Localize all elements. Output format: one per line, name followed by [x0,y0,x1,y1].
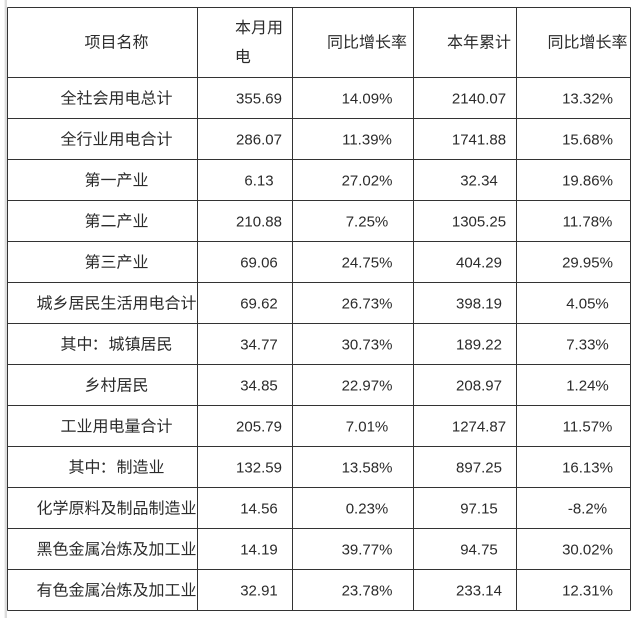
svg-text:24.75%: 24.75% [342,255,393,272]
svg-text:208.97: 208.97 [456,378,502,395]
svg-text:1741.88: 1741.88 [452,132,506,149]
svg-text:30.02%: 30.02% [562,542,613,559]
svg-text:13.32%: 13.32% [562,91,613,108]
svg-text:32.34: 32.34 [460,173,498,190]
svg-text:94.75: 94.75 [460,542,498,559]
svg-text:6.13: 6.13 [244,173,273,190]
svg-text:11.78%: 11.78% [563,214,613,231]
svg-text:398.19: 398.19 [456,296,502,313]
svg-text:69.06: 69.06 [240,255,278,272]
svg-text:189.22: 189.22 [456,337,502,354]
svg-text:0.23%: 0.23% [346,501,389,518]
svg-text:286.07: 286.07 [236,132,282,149]
svg-text:-8.2%: -8.2% [568,501,607,518]
svg-text:1305.25: 1305.25 [452,214,506,231]
svg-text:26.73%: 26.73% [342,296,393,313]
svg-text:11.39%: 11.39% [342,132,392,149]
svg-text:39.77%: 39.77% [342,542,393,559]
svg-text:210.88: 210.88 [236,214,282,231]
svg-text:14.19: 14.19 [240,542,278,559]
svg-text:12.31%: 12.31% [562,583,613,600]
svg-text:22.97%: 22.97% [342,378,393,395]
svg-text:69.62: 69.62 [240,296,278,313]
svg-text:355.69: 355.69 [236,91,282,108]
svg-text:132.59: 132.59 [236,460,282,477]
svg-text:34.77: 34.77 [240,337,278,354]
svg-text:7.01%: 7.01% [346,419,389,436]
svg-text:14.56: 14.56 [240,501,278,518]
svg-text:16.13%: 16.13% [562,460,613,477]
svg-text:23.78%: 23.78% [342,583,393,600]
svg-text:30.73%: 30.73% [342,337,393,354]
svg-text:32.91: 32.91 [240,583,278,600]
svg-text:27.02%: 27.02% [342,173,393,190]
svg-text:233.14: 233.14 [456,583,502,600]
svg-text:14.09%: 14.09% [342,91,393,108]
svg-text:4.05%: 4.05% [566,296,609,313]
svg-text:34.85: 34.85 [240,378,278,395]
svg-text:404.29: 404.29 [456,255,502,272]
svg-text:1.24%: 1.24% [566,378,609,395]
svg-text:13.58%: 13.58% [342,460,393,477]
svg-text:7.25%: 7.25% [346,214,389,231]
svg-text:19.86%: 19.86% [562,173,613,190]
svg-text:1274.87: 1274.87 [452,419,506,436]
svg-text:15.68%: 15.68% [562,132,613,149]
svg-text:897.25: 897.25 [456,460,502,477]
svg-text:2140.07: 2140.07 [452,91,506,108]
svg-text:11.57%: 11.57% [563,419,613,436]
svg-text:7.33%: 7.33% [566,337,609,354]
svg-text:97.15: 97.15 [460,501,498,518]
svg-text:205.79: 205.79 [236,419,282,436]
svg-text:29.95%: 29.95% [562,255,613,272]
